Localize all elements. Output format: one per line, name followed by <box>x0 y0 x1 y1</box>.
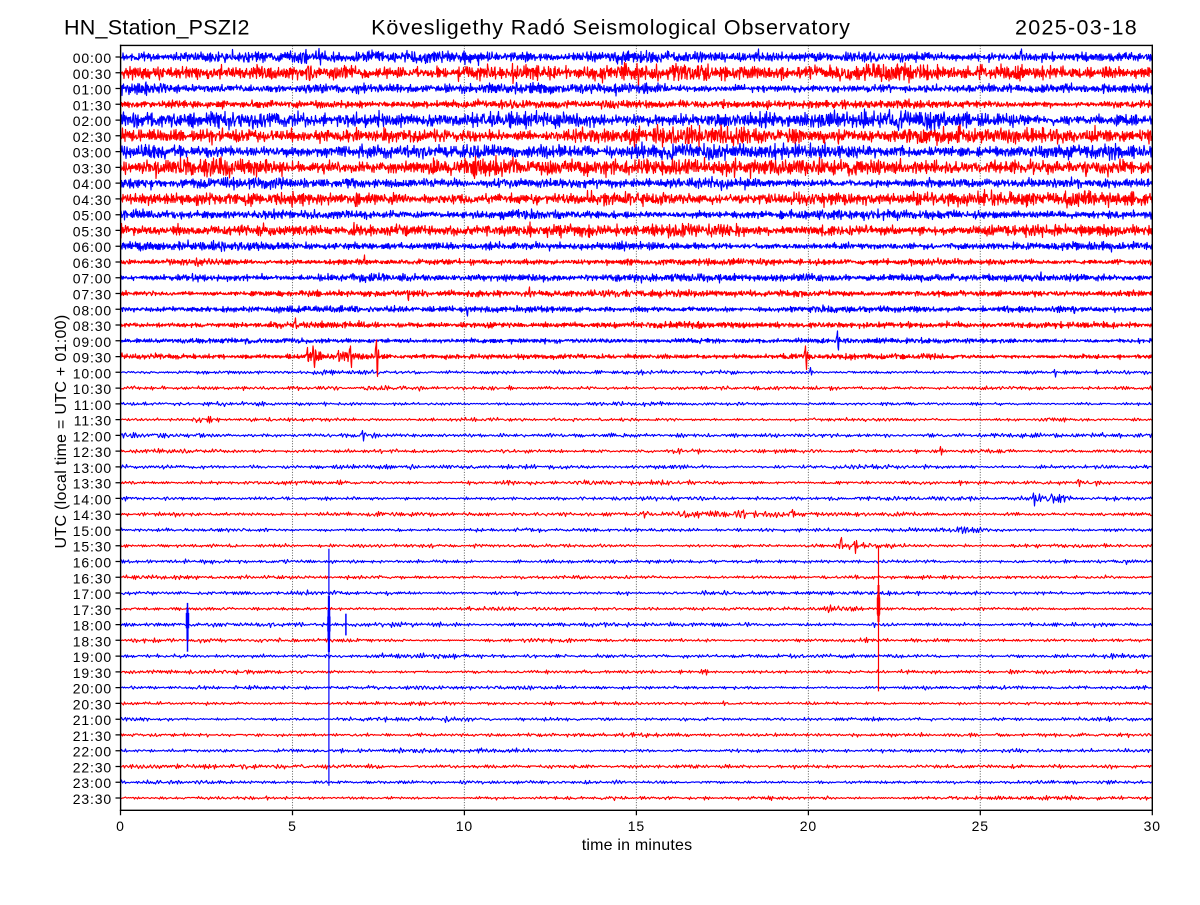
svg-text:02:00: 02:00 <box>73 113 112 129</box>
svg-text:07:00: 07:00 <box>73 271 112 287</box>
svg-text:12:00: 12:00 <box>73 428 112 444</box>
svg-text:19:30: 19:30 <box>73 665 112 681</box>
svg-text:06:30: 06:30 <box>73 255 112 271</box>
svg-text:18:30: 18:30 <box>73 633 112 649</box>
svg-text:04:00: 04:00 <box>73 176 112 192</box>
svg-text:09:00: 09:00 <box>73 334 112 350</box>
svg-text:22:30: 22:30 <box>73 760 112 776</box>
svg-text:13:00: 13:00 <box>73 460 112 476</box>
svg-text:10:30: 10:30 <box>73 381 112 397</box>
svg-text:17:30: 17:30 <box>73 602 112 618</box>
svg-text:0: 0 <box>116 818 125 834</box>
svg-text:14:30: 14:30 <box>73 507 112 523</box>
svg-text:11:00: 11:00 <box>74 397 112 413</box>
svg-text:00:30: 00:30 <box>73 66 112 82</box>
svg-text:01:30: 01:30 <box>73 97 112 113</box>
svg-text:16:00: 16:00 <box>73 555 112 571</box>
svg-text:13:30: 13:30 <box>73 476 112 492</box>
svg-text:15:00: 15:00 <box>73 523 112 539</box>
svg-text:23:00: 23:00 <box>73 775 112 791</box>
svg-text:20:30: 20:30 <box>73 696 112 712</box>
svg-text:5: 5 <box>288 818 297 834</box>
svg-text:17:00: 17:00 <box>73 586 112 602</box>
svg-text:11:30: 11:30 <box>74 413 112 429</box>
svg-text:21:30: 21:30 <box>73 728 112 744</box>
svg-text:30: 30 <box>1144 818 1161 834</box>
svg-text:UTC (local time = UTC + 01:00): UTC (local time = UTC + 01:00) <box>53 315 70 549</box>
svg-text:14:00: 14:00 <box>73 491 112 507</box>
svg-text:06:00: 06:00 <box>73 239 112 255</box>
svg-text:00:00: 00:00 <box>73 50 112 66</box>
svg-text:10:00: 10:00 <box>73 365 112 381</box>
svg-text:03:30: 03:30 <box>73 160 112 176</box>
svg-text:01:00: 01:00 <box>73 82 112 98</box>
svg-text:20: 20 <box>800 818 817 834</box>
svg-text:23:30: 23:30 <box>73 791 112 807</box>
svg-text:04:30: 04:30 <box>73 192 112 208</box>
svg-text:HN_Station_PSZI2: HN_Station_PSZI2 <box>64 16 250 40</box>
svg-text:07:30: 07:30 <box>73 287 112 303</box>
svg-text:19:00: 19:00 <box>73 649 112 665</box>
svg-text:15:30: 15:30 <box>73 539 112 555</box>
svg-text:05:30: 05:30 <box>73 223 112 239</box>
svg-text:05:00: 05:00 <box>73 208 112 224</box>
svg-text:25: 25 <box>972 818 989 834</box>
svg-text:time in minutes: time in minutes <box>582 837 693 854</box>
svg-text:03:00: 03:00 <box>73 145 112 161</box>
svg-text:22:00: 22:00 <box>73 744 112 760</box>
svg-text:15: 15 <box>628 818 645 834</box>
svg-text:12:30: 12:30 <box>73 444 112 460</box>
svg-text:02:30: 02:30 <box>73 129 112 145</box>
svg-text:Kövesligethy Radó Seismologica: Kövesligethy Radó Seismological Observat… <box>371 16 851 40</box>
svg-text:20:00: 20:00 <box>73 681 112 697</box>
svg-text:16:30: 16:30 <box>73 570 112 586</box>
svg-text:21:00: 21:00 <box>73 712 112 728</box>
svg-text:2025-03-18: 2025-03-18 <box>1015 16 1138 40</box>
svg-text:18:00: 18:00 <box>73 618 112 634</box>
svg-text:09:30: 09:30 <box>73 350 112 366</box>
svg-text:08:00: 08:00 <box>73 302 112 318</box>
svg-text:10: 10 <box>456 818 473 834</box>
svg-text:08:30: 08:30 <box>73 318 112 334</box>
